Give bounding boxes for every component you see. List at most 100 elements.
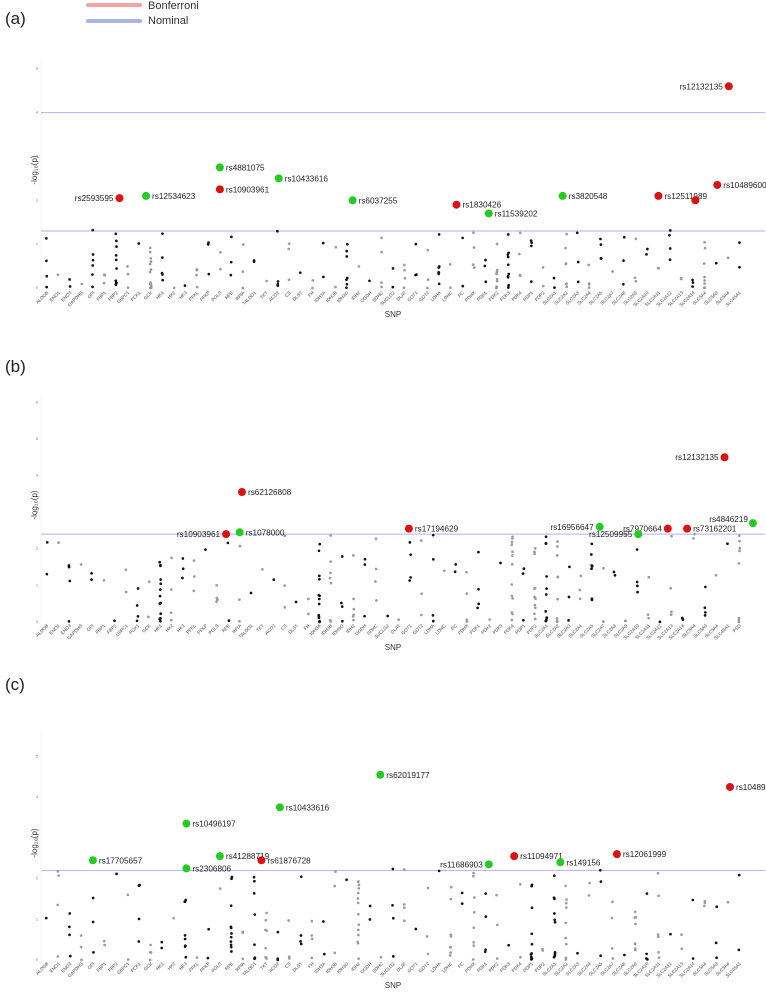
x-tick-label: PDHX	[464, 290, 477, 303]
snp-point	[379, 955, 383, 959]
snp-point	[522, 567, 526, 570]
snp-point	[703, 286, 707, 290]
snp-point	[507, 272, 511, 276]
snp-point	[264, 956, 268, 960]
snp-point	[425, 935, 429, 938]
snp-point	[530, 884, 533, 888]
snp-point	[115, 872, 118, 876]
snp-point	[102, 281, 106, 285]
snp-point	[545, 575, 548, 578]
snp-point	[192, 589, 196, 593]
snp-point	[472, 941, 475, 944]
snp-point	[345, 249, 349, 253]
x-tick-label: RPE	[224, 290, 234, 300]
snp-point	[103, 943, 107, 947]
snp-point	[318, 542, 322, 546]
snp-point	[471, 263, 475, 266]
x-tick-label: GPI	[87, 290, 96, 299]
snp-label: rs62019177	[386, 771, 430, 780]
x-tick-label: GCK	[141, 623, 152, 634]
snp-point	[533, 547, 537, 550]
x-tick-label: DLST	[292, 961, 304, 973]
snp-point	[317, 574, 321, 578]
y-axis-label: -log₁₀(p)	[30, 155, 39, 184]
snp-point	[159, 619, 162, 623]
snp-point	[679, 277, 683, 281]
snp-point	[249, 591, 253, 595]
panel-label: (a)	[5, 9, 26, 28]
snp-point	[136, 615, 140, 618]
snp-point	[483, 264, 487, 268]
snp-point	[317, 549, 321, 553]
snp-point	[704, 611, 707, 614]
snp-point	[391, 903, 394, 907]
snp-point	[126, 265, 129, 268]
snp-point	[265, 911, 268, 915]
snp-point	[737, 616, 741, 620]
snp-point	[670, 534, 673, 538]
snp-point	[159, 617, 162, 620]
snp-point	[159, 601, 163, 605]
snp-point	[611, 270, 614, 273]
snp-point	[374, 537, 378, 541]
snp-point	[356, 897, 360, 900]
x-tick-label: RPIA	[235, 290, 247, 302]
x-tick-label: PDK4	[511, 961, 523, 973]
snp-point	[510, 594, 514, 598]
y-tick-label: 2	[36, 877, 38, 881]
snp-point	[669, 613, 673, 617]
snp-point	[115, 281, 118, 285]
snp-point	[691, 898, 695, 902]
x-tick-label: PFKL	[188, 961, 200, 973]
snp-label: rs1078000	[246, 528, 285, 537]
x-tick-label: OGDH	[354, 623, 367, 636]
snp-point	[568, 565, 571, 569]
snp-point	[226, 541, 230, 545]
snp-point	[80, 958, 83, 962]
snp-point	[714, 941, 718, 945]
snp-point	[611, 957, 615, 960]
snp-point	[114, 258, 118, 262]
snp-point	[265, 929, 268, 932]
snp-point	[668, 258, 672, 262]
snp-point	[477, 550, 480, 554]
x-tick-label: HK1	[155, 290, 165, 300]
snp-point	[472, 874, 475, 878]
y-axis-label: -log₁₀(p)	[30, 828, 39, 857]
legend: Bonferroni Nominal	[86, 0, 199, 27]
snp-point	[287, 242, 291, 246]
snp-point	[510, 562, 514, 566]
snp-point	[137, 940, 141, 943]
x-tick-label: ACO2	[268, 961, 281, 974]
x-tick-label: DLST	[287, 623, 299, 635]
snp-point	[158, 560, 161, 564]
snp-point	[506, 286, 510, 289]
x-tick-label: PCK1	[128, 623, 140, 635]
snp-point	[229, 904, 233, 908]
x-tick-label: HK1	[153, 623, 163, 633]
snp-point	[431, 619, 435, 623]
snp-point	[564, 884, 567, 888]
snp-point	[437, 265, 441, 268]
snp-point	[610, 916, 614, 920]
snp-point	[91, 258, 95, 262]
snp-point	[737, 873, 741, 877]
x-tick-label: GOT1	[400, 623, 413, 636]
y-tick-label: 5	[36, 754, 38, 758]
snp-point	[218, 887, 222, 890]
snp-point	[229, 926, 233, 930]
x-tick-label: RPIA	[235, 961, 247, 973]
x-tick-label: HK3	[178, 961, 188, 971]
highlight-point-rs10496197	[182, 819, 191, 828]
snp-label: rs12534623	[152, 192, 196, 201]
snp-point	[449, 885, 453, 889]
snp-point	[287, 957, 291, 960]
snp-point	[345, 242, 349, 246]
snp-point	[148, 270, 152, 274]
snp-point	[599, 237, 602, 241]
snp-point	[576, 280, 580, 284]
snp-point	[587, 282, 591, 285]
snp-point	[115, 267, 118, 270]
snp-point	[472, 231, 475, 235]
snp-point	[322, 920, 325, 923]
